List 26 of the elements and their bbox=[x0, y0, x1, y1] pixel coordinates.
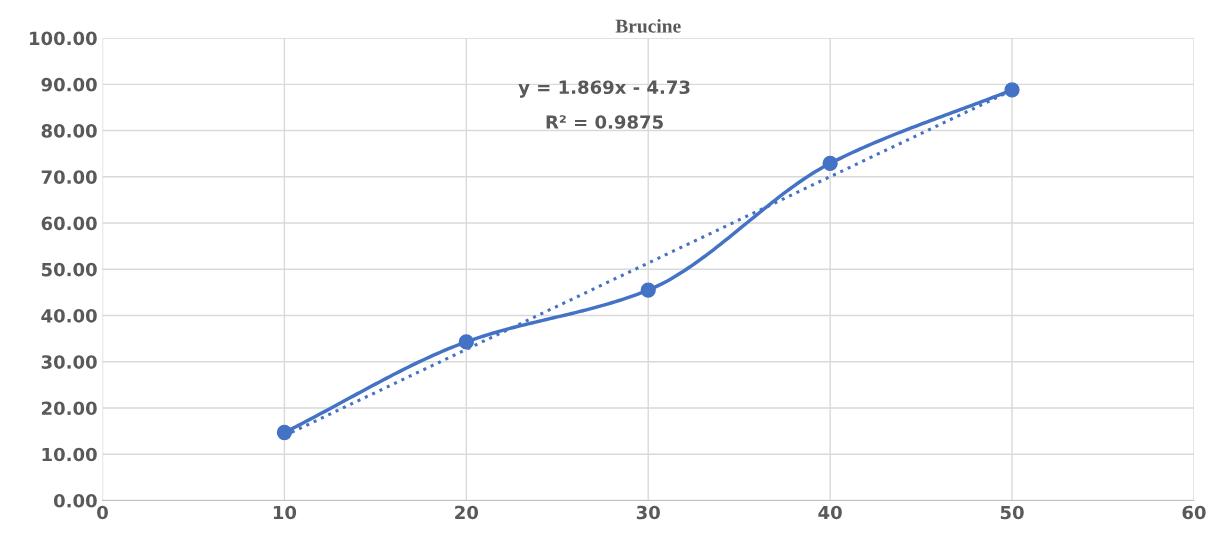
x-tick-label: 20 bbox=[455, 505, 479, 520]
x-tick-label: 40 bbox=[818, 505, 842, 520]
y-tick-label: 70.00 bbox=[41, 170, 97, 184]
x-tick-label: 60 bbox=[1182, 505, 1206, 520]
x-tick-label: 10 bbox=[273, 505, 297, 520]
y-tick-label: 80.00 bbox=[41, 124, 97, 138]
y-tick-label: 0.00 bbox=[53, 493, 97, 508]
point bbox=[458, 334, 474, 350]
y-tick-label: 20.00 bbox=[41, 401, 97, 416]
annotation: R² = 0.9875 bbox=[546, 115, 663, 129]
y-tick-label: 60.00 bbox=[41, 216, 97, 231]
point bbox=[640, 282, 656, 298]
y-tick-label: 100.00 bbox=[30, 31, 97, 46]
x-tick-label: 30 bbox=[636, 505, 660, 520]
y-tick-label: 50.00 bbox=[41, 262, 97, 277]
annotation: y = 1.869x - 4.73 bbox=[518, 80, 690, 98]
point bbox=[276, 424, 293, 441]
chart-title: Brucine bbox=[615, 19, 681, 33]
y-tick-label: 40.00 bbox=[41, 308, 97, 323]
y-tick-label: 30.00 bbox=[41, 355, 97, 369]
x-tick-label: 0 bbox=[97, 505, 108, 520]
point bbox=[1004, 82, 1020, 98]
x-tick-label: 50 bbox=[1000, 505, 1024, 520]
point bbox=[822, 155, 838, 172]
y-tick-label: 90.00 bbox=[41, 77, 97, 92]
y-tick-label: 10.00 bbox=[42, 447, 97, 462]
